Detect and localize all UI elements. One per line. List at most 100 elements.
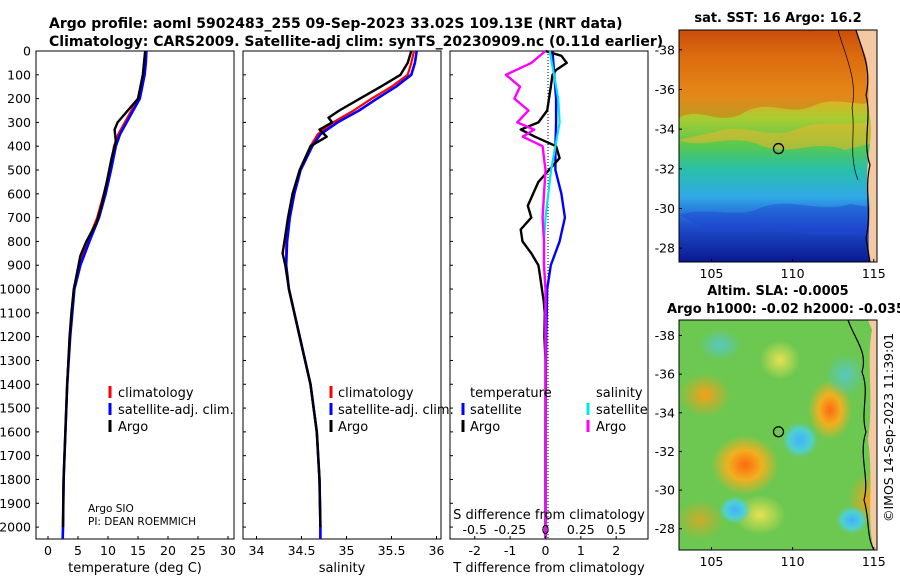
difference-legend: temperature salinity satellite Argo sate… bbox=[461, 386, 648, 435]
lon-tick-label: 105 bbox=[700, 266, 724, 281]
lat-tick-label: -34 bbox=[655, 122, 675, 137]
legend-sal-satellite: satellite bbox=[596, 403, 648, 418]
legend-group-salinity: salinity bbox=[596, 386, 643, 401]
lat-tick-label: -32 bbox=[655, 444, 675, 459]
argo-location-marker bbox=[772, 142, 785, 155]
depth-tick-label: 1000 bbox=[0, 282, 31, 297]
depth-tick-label: 1200 bbox=[0, 329, 31, 344]
x-top-tick-label: -0.25 bbox=[494, 522, 526, 537]
depth-tick-label: 1600 bbox=[0, 424, 31, 439]
x-tick-label: -1 bbox=[504, 543, 516, 558]
sst-map-title: sat. SST: 16 Argo: 16.2 bbox=[694, 11, 861, 26]
satellite-clim-line bbox=[284, 50, 418, 539]
x-tick-label: 36 bbox=[429, 543, 445, 558]
x-tick-label: 1 bbox=[577, 543, 585, 558]
x-tick-label: 5 bbox=[74, 543, 82, 558]
lat-tick-label: -30 bbox=[655, 201, 675, 216]
temperature-difference-axis-label: T difference from climatology bbox=[452, 561, 645, 576]
depth-tick-label: 600 bbox=[7, 186, 31, 201]
x-tick-label: 20 bbox=[160, 543, 176, 558]
x-tick-label: 34.5 bbox=[288, 543, 316, 558]
argo-institution: Argo SIO bbox=[88, 503, 134, 515]
lon-tick-label: 115 bbox=[862, 554, 886, 569]
argo-temperature-line bbox=[61, 50, 147, 528]
depth-tick-label: 1500 bbox=[0, 401, 31, 416]
depth-tick-label: 1900 bbox=[0, 496, 31, 511]
x-top-tick-label: 0.5 bbox=[606, 522, 626, 537]
x-top-tick-label: 0.25 bbox=[567, 522, 595, 537]
depth-tick-label: 1800 bbox=[0, 472, 31, 487]
lon-tick-label: 105 bbox=[700, 554, 724, 569]
salinity-panel: 34 34.5 35 35.5 36 salinity climatology sate… bbox=[242, 50, 454, 576]
x-top-tick-label: 0 bbox=[541, 522, 549, 537]
sst-map: 105 110 115 -28 -30 -32 -34 -36 -38 bbox=[655, 29, 886, 281]
temperature-legend: climatology satellite-adj. clim. Argo bbox=[108, 386, 234, 435]
x-tick-label: 15 bbox=[130, 543, 146, 558]
x-tick-label: 10 bbox=[100, 543, 116, 558]
salinity-axis-label: salinity bbox=[319, 561, 366, 576]
depth-tick-label: 500 bbox=[7, 163, 31, 178]
legend-sal-argo: Argo bbox=[596, 420, 626, 435]
lon-tick-label: 110 bbox=[781, 266, 805, 281]
argo-location-marker bbox=[772, 426, 785, 438]
depth-tick-label: 1100 bbox=[0, 305, 31, 320]
satellite-clim-line bbox=[61, 50, 148, 540]
legend-temp-satellite: satellite bbox=[470, 403, 522, 418]
depth-axis: 0 100 200 300 400 500 600 700 800 900 1000 1100 1200… bbox=[0, 44, 453, 535]
legend-satellite-adj: satellite-adj. clim. bbox=[338, 403, 454, 418]
climatology-line bbox=[285, 50, 416, 539]
legend-satellite-adj: satellite-adj. clim. bbox=[118, 403, 234, 418]
lat-tick-label: -28 bbox=[655, 521, 675, 536]
depth-tick-label: 0 bbox=[23, 44, 31, 59]
x-tick-label: 2 bbox=[612, 543, 620, 558]
depth-tick-label: 800 bbox=[7, 234, 31, 249]
salinity-difference-axis-label: S difference from climatology bbox=[453, 508, 645, 523]
principal-investigator: PI: DEAN ROEMMICH bbox=[88, 516, 196, 528]
depth-tick-label: 900 bbox=[7, 258, 31, 273]
legend-group-temperature: temperature bbox=[470, 386, 552, 401]
lat-tick-label: -28 bbox=[655, 241, 675, 256]
lat-tick-label: -38 bbox=[655, 328, 675, 343]
lat-tick-label: -38 bbox=[655, 42, 675, 57]
x-tick-label: 35.5 bbox=[378, 543, 406, 558]
x-tick-label: 0 bbox=[44, 543, 52, 558]
depth-tick-label: 1700 bbox=[0, 448, 31, 463]
salinity-legend: climatology satellite-adj. clim. Argo bbox=[329, 386, 454, 435]
depth-tick-label: 2000 bbox=[0, 520, 31, 535]
depth-tick-label: 200 bbox=[7, 91, 31, 106]
sal-diff-argo-line bbox=[504, 50, 547, 539]
legend-climatology: climatology bbox=[118, 386, 194, 401]
figure-title-line2: Climatology: CARS2009. Satellite-adj cli… bbox=[49, 34, 663, 50]
depth-tick-label: 1400 bbox=[0, 377, 31, 392]
x-tick-label: 35 bbox=[339, 543, 355, 558]
depth-tick-label: 300 bbox=[7, 115, 31, 130]
altimetry-map-subtitle: Argo h1000: -0.02 h2000: -0.035 bbox=[667, 302, 900, 317]
temperature-axis-label: temperature (deg C) bbox=[68, 561, 202, 576]
x-top-tick-label: -0.5 bbox=[463, 522, 487, 537]
x-tick-label: -2 bbox=[469, 543, 481, 558]
lon-tick-label: 115 bbox=[862, 266, 886, 281]
lat-tick-label: -32 bbox=[655, 161, 675, 176]
legend-argo: Argo bbox=[338, 420, 368, 435]
x-tick-label: 34 bbox=[249, 543, 265, 558]
x-tick-label: 0 bbox=[541, 543, 549, 558]
argo-salinity-line bbox=[281, 50, 413, 528]
legend-temp-argo: Argo bbox=[470, 420, 500, 435]
x-tick-label: 30 bbox=[220, 543, 236, 558]
depth-tick-label: 400 bbox=[7, 139, 31, 154]
lat-tick-label: -34 bbox=[655, 405, 675, 420]
depth-tick-label: 1300 bbox=[0, 353, 31, 368]
altimetry-map-title: Altim. SLA: -0.0005 bbox=[707, 284, 848, 299]
imos-credit: ©IMOS 14-Sep-2023 11:39:01 bbox=[881, 333, 896, 522]
figure-title-line1: Argo profile: aoml 5902483_255 09-Sep-20… bbox=[49, 16, 623, 32]
lon-tick-label: 110 bbox=[781, 554, 805, 569]
depth-tick-label: 100 bbox=[7, 67, 31, 82]
difference-panel: -2 -1 0 1 2 -0.5 -0.25 0 0.25 0.5 S difference f… bbox=[449, 49, 649, 576]
lat-tick-label: -36 bbox=[655, 82, 675, 97]
lat-tick-label: -30 bbox=[655, 483, 675, 498]
legend-argo: Argo bbox=[118, 420, 148, 435]
x-tick-label: 25 bbox=[190, 543, 206, 558]
lat-tick-label: -36 bbox=[655, 367, 675, 382]
temperature-panel: 0 5 10 15 20 25 30 temperature (deg C) climato… bbox=[35, 50, 236, 576]
